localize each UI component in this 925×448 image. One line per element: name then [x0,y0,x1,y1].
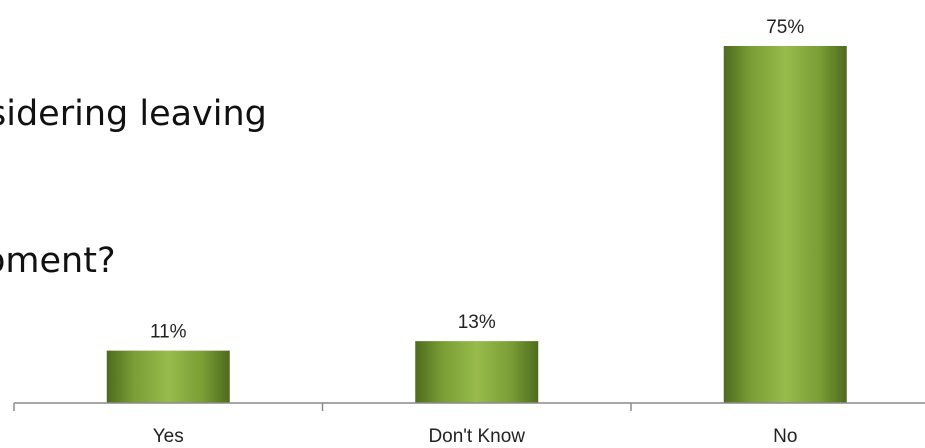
data-label-don-t-know: 13% [458,312,496,333]
data-labels-group: 11% 13% 75% [150,17,804,343]
x-axis [13,402,925,411]
x-tick-labels-group: Yes Don't Know No [153,426,798,447]
bar-yes [106,350,230,403]
x-tick-label-no: No [773,426,797,447]
chart-title-line-1: sidering leaving [0,94,267,134]
bar-no [723,46,847,403]
chart-title: sidering leaving oment? [0,0,360,384]
x-tick-label-yes: Yes [153,426,184,447]
x-tick-label-don-t-know: Don't Know [428,426,525,447]
bars-group [106,46,847,403]
bar-don-t-know [415,341,539,403]
data-label-yes: 11% [150,322,187,343]
data-label-no: 75% [766,17,804,38]
chart-title-line-2: oment? [0,241,116,281]
